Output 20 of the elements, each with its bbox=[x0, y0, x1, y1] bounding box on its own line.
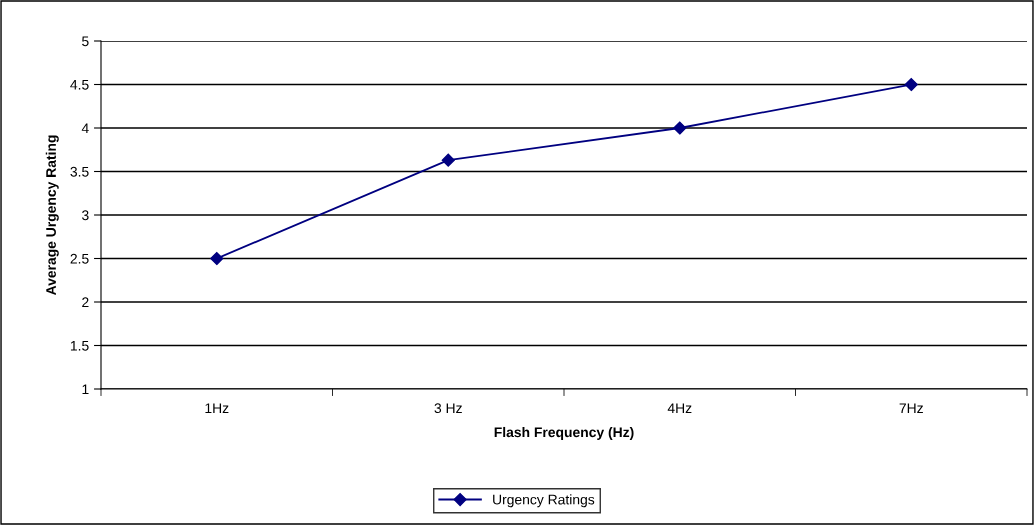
y-tick-label: 3 bbox=[82, 210, 89, 221]
point bbox=[441, 153, 455, 167]
y-tick-label: 5 bbox=[82, 36, 89, 47]
y-tick-label: 2.5 bbox=[70, 253, 89, 264]
y-tick-label: 4 bbox=[81, 123, 89, 134]
x-tick-label: 1Hz bbox=[205, 403, 229, 413]
y-tick-label: 4.5 bbox=[70, 79, 89, 90]
y-tick-label: 1 bbox=[82, 384, 89, 395]
y-tick-label: 1.5 bbox=[70, 340, 89, 351]
point bbox=[210, 251, 224, 266]
y-tick-label: 3.5 bbox=[70, 166, 89, 177]
x-tick-label: 7Hz bbox=[899, 403, 923, 413]
legend-label: Urgency Ratings bbox=[493, 494, 595, 508]
y-axis-title: Average Urgency Rating bbox=[45, 135, 59, 296]
x-tick-label: 3 Hz bbox=[434, 403, 462, 414]
point bbox=[673, 121, 687, 135]
y-tick-label: 2 bbox=[82, 297, 89, 308]
x-tick-label: 4Hz bbox=[667, 403, 692, 413]
point bbox=[904, 77, 918, 92]
x-axis-title: Flash Frequency (Hz) bbox=[494, 426, 634, 440]
